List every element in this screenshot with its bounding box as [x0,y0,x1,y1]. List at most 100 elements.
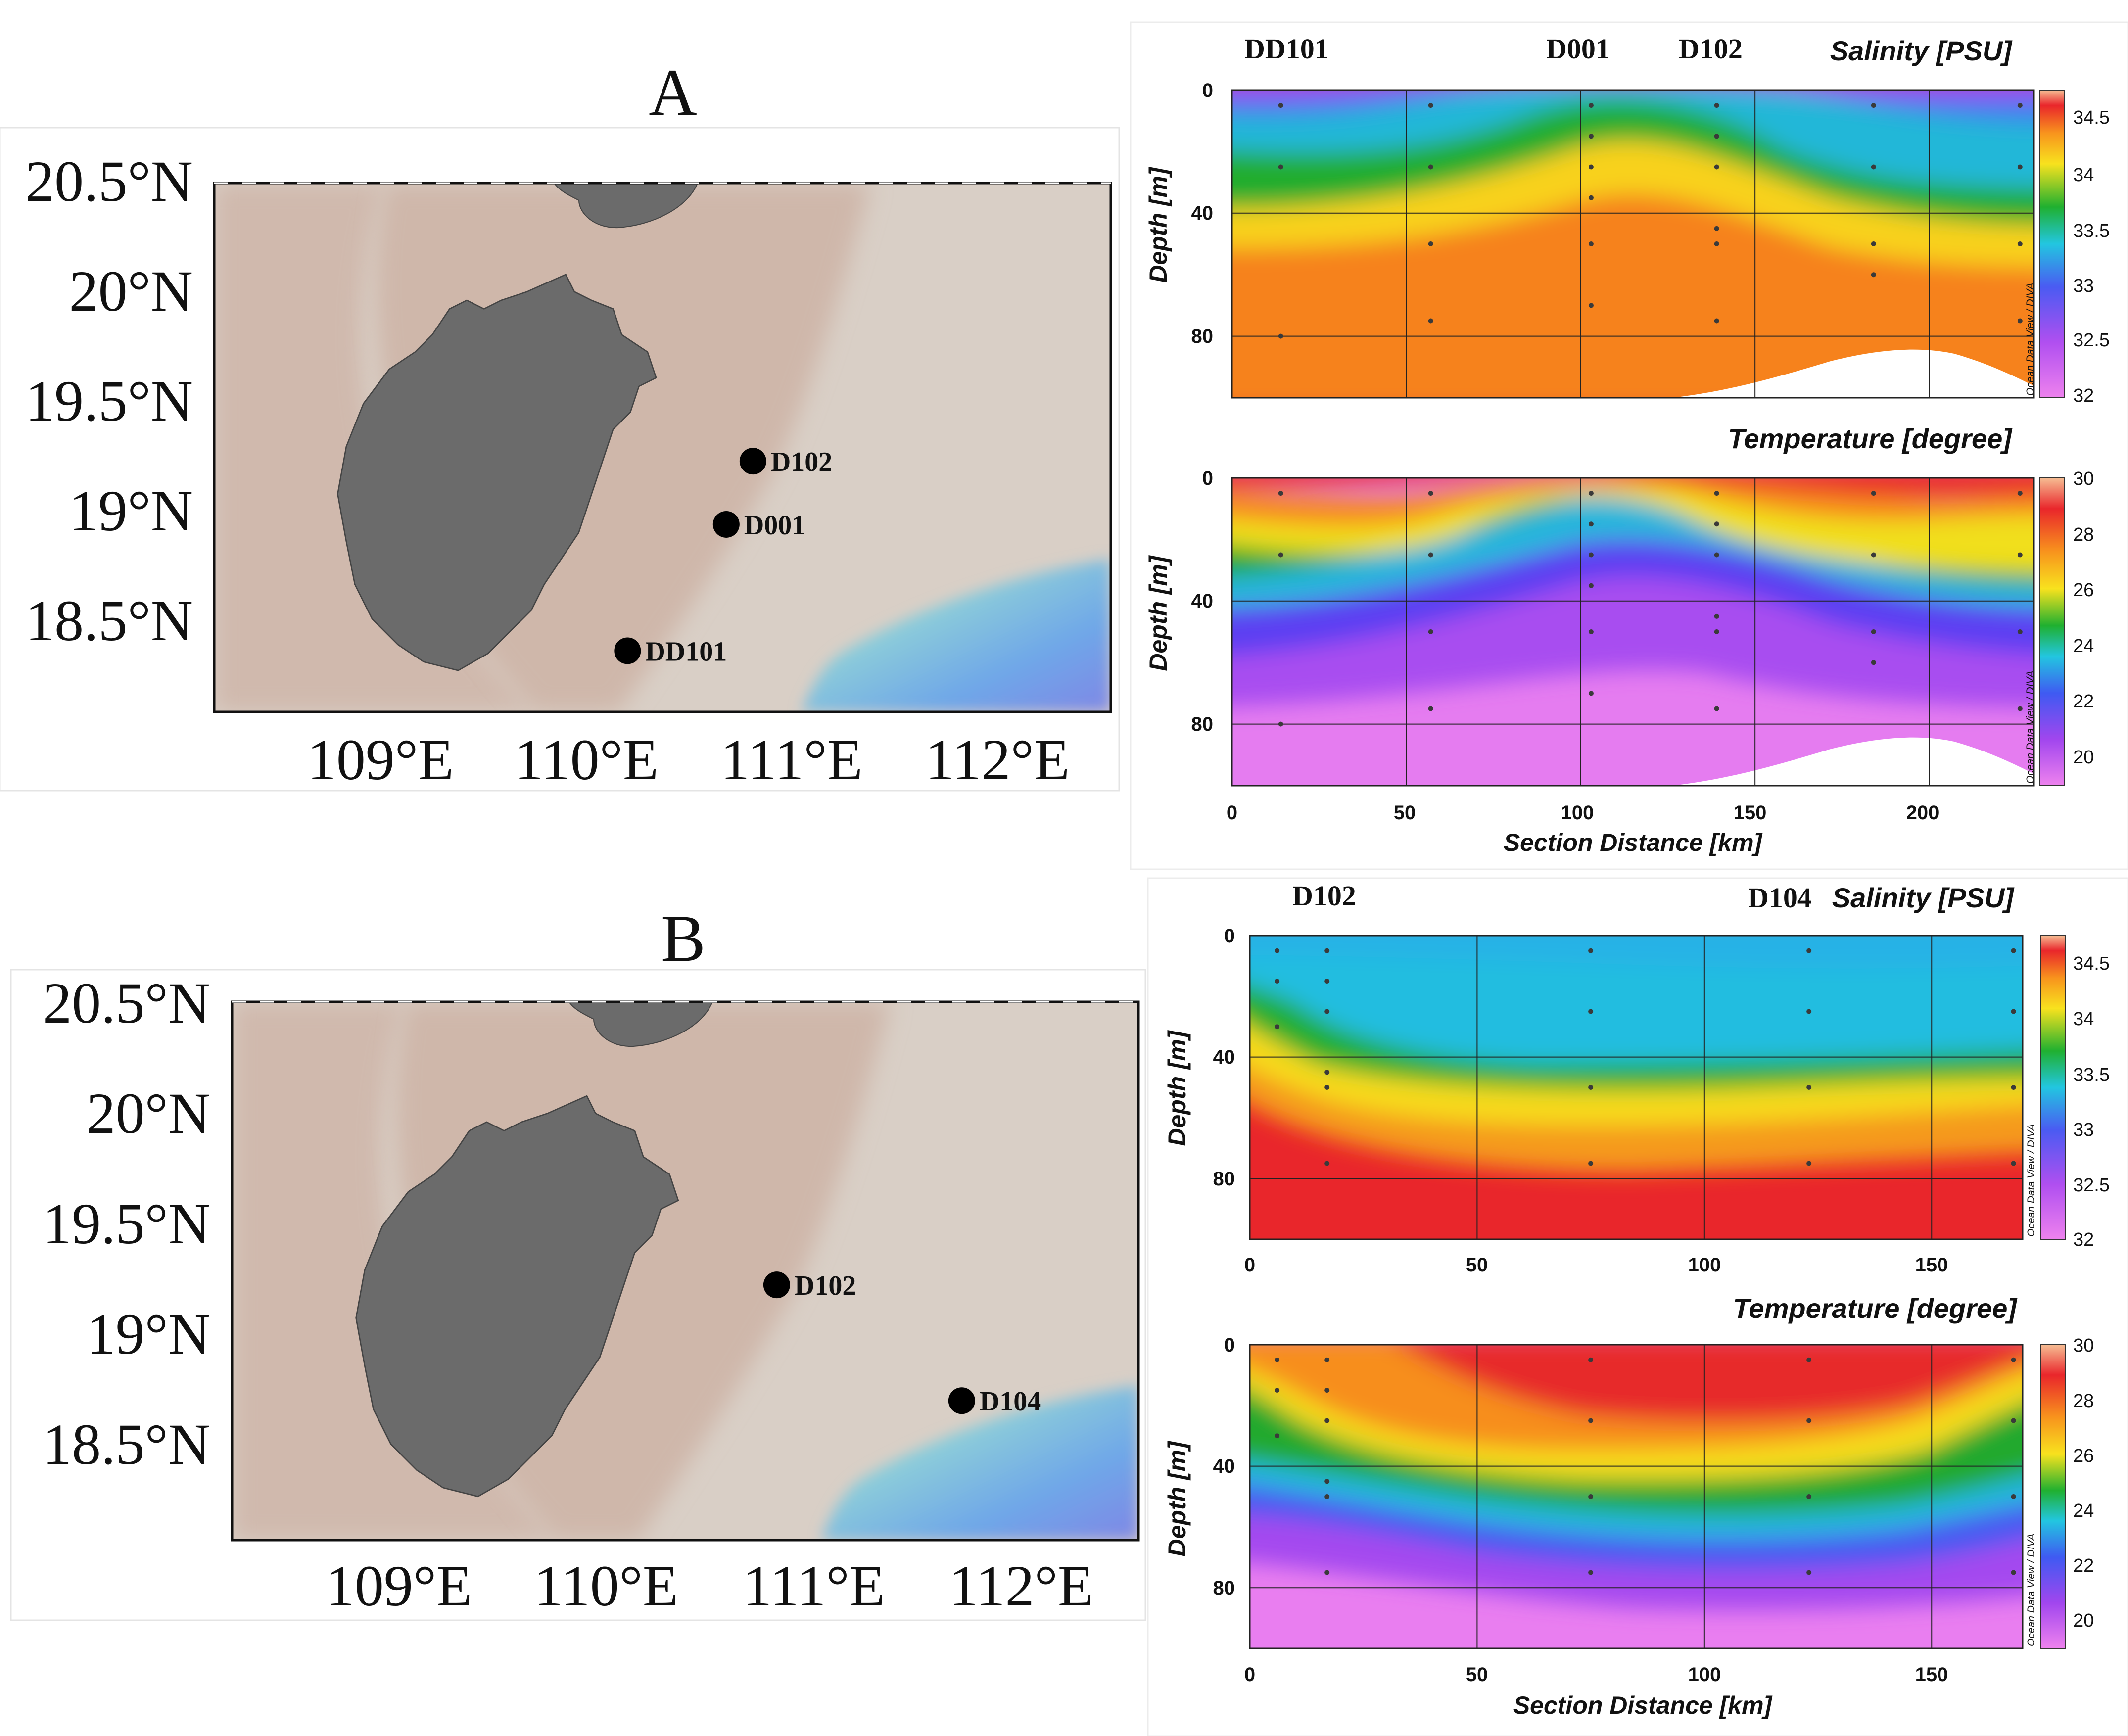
station-marker-d102 [763,1271,790,1299]
map-b: B 20.5°N 20°N 19.5°N 19°N 18.5°N 109°E 1… [10,902,1146,1621]
lon-tick: 109°E [307,727,454,792]
sample-point [1324,1494,1330,1499]
map-a-canvas [214,183,1111,712]
y-tick: 40 [1191,202,1214,224]
x-axis-label: Section Distance [km] [1513,1691,1773,1719]
x-tick: 150 [1734,802,1767,824]
station-label: D104 [980,1386,1041,1417]
x-tick: 200 [1906,802,1939,824]
colorbar-tick: 32.5 [2073,330,2110,351]
sample-point [2017,318,2023,324]
map-b-canvas [232,1002,1138,1540]
sample-point [1428,491,1433,496]
colorbar-tick: 32.5 [2073,1175,2110,1196]
x-tick: 150 [1915,1664,1948,1686]
colorbar-tick: 26 [2073,1446,2094,1466]
x-tick: 100 [1688,1254,1721,1276]
map-a-stations: D102 D001 DD101 [614,447,832,667]
x-tick: 50 [1394,802,1416,824]
sample-point [1806,948,1812,953]
lon-tick: 110°E [514,727,659,792]
sample-point [1428,164,1433,170]
colorbar-tick: 34.5 [2073,953,2110,974]
station-label: D102 [795,1270,856,1301]
sample-point [1278,333,1283,339]
colorbar [2040,1344,2066,1649]
sample-point [1588,103,1594,108]
sample-point [1588,629,1594,634]
sample-point [1324,1070,1330,1075]
colorbar-tick: 34 [2073,1009,2094,1030]
section-title: Temperature [degree] [1728,423,2013,454]
sample-point [1871,103,1876,108]
sample-point [1871,552,1876,558]
odv-watermark: Ocean Data View / DIVA [2025,283,2036,396]
sample-point [1806,1009,1812,1014]
sample-point [2017,491,2023,496]
sample-point [1871,660,1876,665]
sample-point [1588,691,1594,696]
section-a-salinity: Salinity [PSU] 0 40 80 Depth [m] [1144,35,2110,406]
sample-point [1428,552,1433,558]
sample-point [1806,1570,1812,1575]
colorbar-tick: 33 [2073,1120,2094,1140]
sample-point [1278,552,1283,558]
plot-frame [1231,477,2035,787]
sample-point [1324,1161,1330,1166]
lat-tick: 20°N [69,259,193,324]
sample-point [1324,1479,1330,1484]
grid-as [1232,90,2034,398]
x-tick: 100 [1561,802,1594,824]
y-tick: 0 [1224,925,1235,947]
sample-point [1871,164,1876,170]
sample-point [1278,103,1283,108]
sample-point [1714,241,1719,246]
section-panel-b: D102 D104 Salinity [PSU] 0 40 80 Depth [1147,877,2128,1736]
map-b-lat-ticks: 20.5°N 20°N 19.5°N 19°N 18.5°N [43,971,210,1477]
bottom-mask [1672,737,2034,786]
x-tick: 0 [1227,802,1237,824]
sample-point [1588,552,1594,558]
y-tick: 0 [1224,1334,1235,1356]
pts-at [1278,491,2023,727]
sample-point [1871,241,1876,246]
y-tick: 80 [1213,1577,1235,1599]
sample-point [1324,1388,1330,1393]
sample-point [1588,1357,1594,1362]
sample-point [1588,1570,1594,1575]
sample-point [1588,134,1594,139]
sample-point [1324,1418,1330,1423]
colorbar [2039,90,2065,398]
section-a-temperature: Temperature [degree] 0 40 80 [1144,423,2094,856]
pts-as [1278,103,2023,339]
colorbar-tick: 33.5 [2073,1065,2110,1085]
sample-point [2011,1085,2016,1090]
x-tick: 50 [1466,1254,1488,1276]
grid-at [1232,478,2034,786]
sample-point [2011,1161,2016,1166]
section-b-salinity: Salinity [PSU] 0 40 80 Depth [m] 0 50 10… [1163,882,2110,1276]
x-axis-label: Section Distance [km] [1504,829,1763,856]
sample-point [1324,1570,1330,1575]
colorbar-tick: 33.5 [2073,221,2110,241]
colorbar-tick: 24 [2073,1501,2094,1521]
colorbar-tick: 32 [2073,385,2094,406]
x-tick: 50 [1466,1664,1488,1686]
sample-point [1588,303,1594,308]
lat-tick: 20.5°N [25,149,193,214]
sample-point [1428,706,1433,711]
sample-point [1428,103,1433,108]
sample-point [1806,1161,1812,1166]
colorbar-tick: 22 [2073,1555,2094,1576]
lat-tick: 18.5°N [43,1412,210,1477]
section-title: Salinity [PSU] [1830,35,2013,66]
y-axis-label: Depth [m] [1144,166,1172,283]
sample-point [2017,552,2023,558]
y-axis-label: Depth [m] [1163,1030,1191,1146]
y-tick: 0 [1202,468,1213,489]
x-tick: 0 [1244,1254,1255,1276]
colorbar-tick: 32 [2073,1229,2094,1250]
station-label: DD101 [645,636,727,667]
sample-point [1275,1388,1280,1393]
sample-point [1275,1357,1280,1362]
